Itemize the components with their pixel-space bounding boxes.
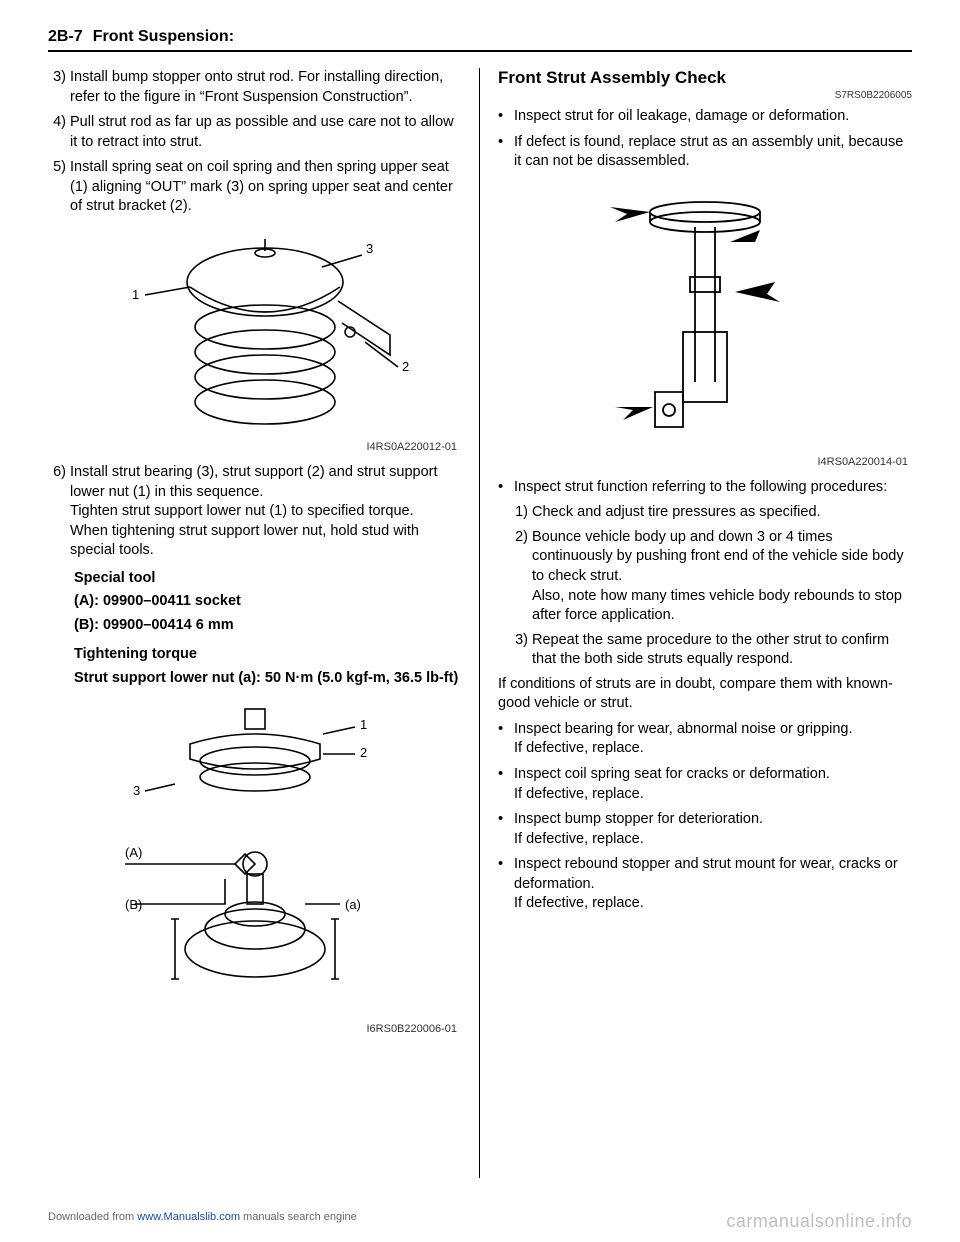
step-5: 5) Install spring seat on coil spring an… (48, 158, 461, 217)
left-column: 3) Install bump stopper onto strut rod. … (48, 68, 480, 1178)
page-footer: Downloaded from www.Manualslib.com manua… (0, 1211, 960, 1232)
substep-2: 2) Bounce vehicle body up and down 3 or … (498, 528, 912, 626)
b6a: Inspect bump stopper for deterioration. (514, 811, 763, 827)
substep-text: Bounce vehicle body up and down 3 or 4 t… (532, 528, 912, 626)
svg-text:(A): (A) (125, 845, 142, 860)
step-3: 3) Install bump stopper onto strut rod. … (48, 68, 461, 107)
substep-3: 3) Repeat the same procedure to the othe… (498, 631, 912, 670)
bullet-text: If defect is found, replace strut as an … (514, 133, 912, 172)
step-num: 4) (48, 113, 70, 152)
step-text: Install spring seat on coil spring and t… (70, 158, 461, 217)
step6-line1: Install strut bearing (3), strut support… (70, 464, 438, 500)
b6b: If defective, replace. (514, 831, 644, 847)
bullet-3: • Inspect strut function referring to th… (498, 478, 912, 498)
special-tool-a: (A): 09900–00411 socket (48, 592, 461, 612)
svg-text:1: 1 (132, 287, 139, 302)
bullet-text: Inspect coil spring seat for cracks or d… (514, 765, 912, 804)
substep-num: 2) (510, 528, 532, 626)
spring-seat-icon: 1 3 2 (90, 227, 420, 437)
page: 2B-7 Front Suspension: 3) Install bump s… (0, 0, 960, 1242)
substep-num: 1) (510, 503, 532, 523)
bullet-text: Inspect bearing for wear, abnormal noise… (514, 720, 912, 759)
step-num: 3) (48, 68, 70, 107)
torque-heading: Tightening torque (48, 645, 461, 665)
svg-text:3: 3 (366, 241, 373, 256)
figure-id-2: I6RS0B220006-01 (48, 1023, 461, 1035)
substep-text: Repeat the same procedure to the other s… (532, 631, 912, 670)
bullet-text: Inspect strut for oil leakage, damage or… (514, 107, 912, 127)
special-tool-b: (B): 09900–00414 6 mm (48, 616, 461, 636)
figure-strut-arrows (498, 182, 912, 452)
compare-paragraph: If conditions of struts are in doubt, co… (498, 675, 912, 714)
figure-strut-support: 1 2 3 (A) (B) (a) (48, 699, 461, 1019)
bullet-dot: • (498, 810, 514, 849)
step6-line3: When tightening strut support lower nut,… (70, 523, 419, 559)
b7a: Inspect rebound stopper and strut mount … (514, 856, 898, 892)
right-column: Front Strut Assembly Check S7RS0B2206005… (480, 68, 912, 1178)
torque-value: Strut support lower nut (a): 50 N·m (5.0… (48, 669, 461, 689)
footer-watermark: carmanualsonline.info (726, 1211, 912, 1232)
step-text: Install bump stopper onto strut rod. For… (70, 68, 461, 107)
bullet-5: • Inspect coil spring seat for cracks or… (498, 765, 912, 804)
substep-text: Check and adjust tire pressures as speci… (532, 503, 912, 523)
svg-text:(a): (a) (345, 897, 361, 912)
bullet-6: • Inspect bump stopper for deterioration… (498, 810, 912, 849)
special-tool-heading: Special tool (48, 569, 461, 589)
page-title: Front Suspension: (93, 28, 234, 46)
bullet-text: Inspect rebound stopper and strut mount … (514, 855, 912, 914)
b5a: Inspect coil spring seat for cracks or d… (514, 766, 830, 782)
bullet-text: Inspect bump stopper for deterioration. … (514, 810, 912, 849)
footer-left-pre: Downloaded from (48, 1211, 137, 1223)
b7b: If defective, replace. (514, 895, 644, 911)
bullet-1: • Inspect strut for oil leakage, damage … (498, 107, 912, 127)
columns: 3) Install bump stopper onto strut rod. … (48, 68, 912, 1178)
bullet-dot: • (498, 765, 514, 804)
doc-id: S7RS0B2206005 (498, 90, 912, 101)
section-title: Front Strut Assembly Check (498, 68, 912, 88)
svg-text:2: 2 (360, 745, 367, 760)
b4b: If defective, replace. (514, 740, 644, 756)
bullet-dot: • (498, 855, 514, 914)
step-num: 6) (48, 463, 70, 561)
svg-text:1: 1 (360, 717, 367, 732)
figure-id-3: I4RS0A220014-01 (498, 456, 912, 468)
strut-arrows-icon (555, 182, 855, 452)
footer-left-post: manuals search engine (240, 1211, 357, 1223)
footer-link[interactable]: www.Manualslib.com (137, 1211, 240, 1223)
footer-left: Downloaded from www.Manualslib.com manua… (48, 1211, 357, 1232)
svg-text:(B): (B) (125, 897, 142, 912)
figure-spring-seat: 1 3 2 (48, 227, 461, 437)
figure-id: I4RS0A220012-01 (48, 441, 461, 453)
substep-1: 1) Check and adjust tire pressures as sp… (498, 503, 912, 523)
step6-line2: Tighten strut support lower nut (1) to s… (70, 503, 414, 519)
bullet-4: • Inspect bearing for wear, abnormal noi… (498, 720, 912, 759)
b5b: If defective, replace. (514, 786, 644, 802)
bullet-dot: • (498, 478, 514, 498)
b4a: Inspect bearing for wear, abnormal noise… (514, 721, 853, 737)
header-rule (48, 50, 912, 52)
page-header: 2B-7 Front Suspension: (48, 28, 912, 46)
bullet-dot: • (498, 107, 514, 127)
bullet-text: Inspect strut function referring to the … (514, 478, 912, 498)
bullet-dot: • (498, 720, 514, 759)
strut-support-icon: 1 2 3 (A) (B) (a) (105, 699, 405, 1019)
step-4: 4) Pull strut rod as far up as possible … (48, 113, 461, 152)
substep-2a: Bounce vehicle body up and down 3 or 4 t… (532, 529, 904, 584)
step-text: Install strut bearing (3), strut support… (70, 463, 461, 561)
bullet-dot: • (498, 133, 514, 172)
svg-text:3: 3 (133, 783, 140, 798)
step-num: 5) (48, 158, 70, 217)
substep-num: 3) (510, 631, 532, 670)
bullet-7: • Inspect rebound stopper and strut moun… (498, 855, 912, 914)
step-text: Pull strut rod as far up as possible and… (70, 113, 461, 152)
svg-text:2: 2 (402, 359, 409, 374)
page-number: 2B-7 (48, 28, 83, 46)
bullet-2: • If defect is found, replace strut as a… (498, 133, 912, 172)
step-6: 6) Install strut bearing (3), strut supp… (48, 463, 461, 561)
substep-2b: Also, note how many times vehicle body r… (532, 588, 902, 624)
